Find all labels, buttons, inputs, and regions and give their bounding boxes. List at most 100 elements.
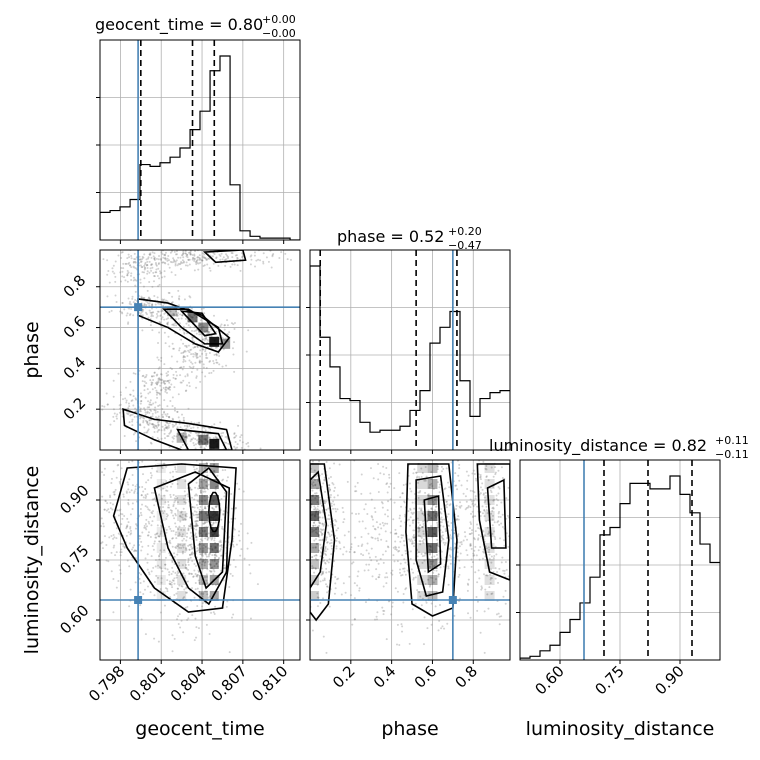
scatter-point <box>181 413 184 416</box>
scatter-point <box>325 508 328 511</box>
scatter-point <box>157 377 160 380</box>
scatter-point <box>313 479 316 482</box>
scatter-point <box>325 500 328 503</box>
scatter-point <box>444 530 447 533</box>
scatter-point <box>113 536 116 539</box>
scatter-point <box>148 253 151 256</box>
scatter-point <box>189 253 192 256</box>
scatter-point <box>396 643 399 646</box>
scatter-point <box>206 537 209 540</box>
scatter-point <box>440 516 443 519</box>
scatter-point <box>185 322 188 325</box>
histogram-bin <box>470 416 480 450</box>
scatter-point <box>190 348 193 351</box>
scatter-point <box>421 512 424 515</box>
scatter-point <box>322 635 325 638</box>
scatter-point <box>134 581 137 584</box>
scatter-point <box>223 328 226 331</box>
scatter-point <box>335 529 338 532</box>
scatter-point <box>120 478 123 481</box>
scatter-point <box>447 567 450 570</box>
scatter-point <box>205 555 208 558</box>
scatter-point <box>171 537 174 540</box>
scatter-point <box>132 546 135 549</box>
scatter-point <box>196 453 198 455</box>
scatter-point <box>143 277 146 280</box>
scatter-point <box>492 557 495 560</box>
scatter-point <box>487 546 490 549</box>
scatter-point <box>215 330 218 333</box>
scatter-point <box>225 605 228 608</box>
scatter-point <box>145 311 148 314</box>
scatter-point <box>370 515 373 518</box>
scatter-point <box>207 483 210 486</box>
scatter-point <box>174 423 177 426</box>
scatter-point <box>199 380 202 383</box>
scatter-point <box>175 324 178 327</box>
scatter-point <box>158 392 161 395</box>
scatter-point <box>107 508 110 511</box>
scatter-point <box>166 257 169 260</box>
contour-line <box>310 470 328 590</box>
scatter-point <box>481 512 484 515</box>
scatter-point <box>200 488 203 491</box>
scatter-point <box>480 454 482 456</box>
scatter-point <box>162 261 165 264</box>
scatter-point <box>419 509 422 512</box>
scatter-point <box>195 520 198 523</box>
scatter-point <box>415 476 418 479</box>
scatter-point <box>250 541 253 544</box>
scatter-point <box>315 492 318 495</box>
scatter-point <box>140 260 143 263</box>
scatter-point <box>458 545 461 548</box>
scatter-point <box>178 613 181 616</box>
scatter-point <box>113 456 115 458</box>
scatter-point <box>208 332 211 335</box>
scatter-point <box>149 267 152 270</box>
scatter-point <box>212 573 215 576</box>
scatter-point <box>172 514 175 517</box>
scatter-point <box>159 533 162 536</box>
scatter-point <box>240 548 243 551</box>
scatter-point <box>161 415 164 418</box>
scatter-point <box>327 518 330 521</box>
scatter-point <box>314 557 317 560</box>
scatter-point <box>223 441 226 444</box>
scatter-point <box>178 564 181 567</box>
scatter-point <box>147 392 150 395</box>
scatter-point <box>133 544 136 547</box>
scatter-point <box>171 423 174 426</box>
scatter-point <box>154 409 157 412</box>
scatter-point <box>157 423 160 426</box>
scatter-point <box>201 500 204 503</box>
scatter-point <box>202 265 205 268</box>
scatter-point <box>164 257 167 260</box>
scatter-point <box>179 543 182 546</box>
scatter-point <box>472 455 474 457</box>
scatter-point <box>203 479 206 482</box>
scatter-point <box>189 296 192 299</box>
scatter-point <box>170 301 173 304</box>
scatter-point <box>304 443 306 445</box>
scatter-point <box>485 464 488 467</box>
scatter-point <box>228 453 230 455</box>
scatter-point <box>325 538 328 541</box>
scatter-point <box>141 375 144 378</box>
scatter-point <box>380 538 383 541</box>
scatter-point <box>187 407 190 410</box>
scatter-point <box>191 553 194 556</box>
scatter-point <box>145 525 148 528</box>
density-cell <box>177 543 187 553</box>
scatter-point <box>272 252 275 255</box>
scatter-point <box>189 525 192 528</box>
scatter-point <box>176 360 179 363</box>
scatter-point <box>189 556 192 559</box>
scatter-point <box>194 261 197 264</box>
scatter-point <box>139 511 142 514</box>
scatter-point <box>158 493 161 496</box>
scatter-point <box>419 540 422 543</box>
scatter-point <box>178 243 180 245</box>
scatter-point <box>132 279 135 282</box>
scatter-point <box>403 558 406 561</box>
density-cell <box>209 591 219 601</box>
